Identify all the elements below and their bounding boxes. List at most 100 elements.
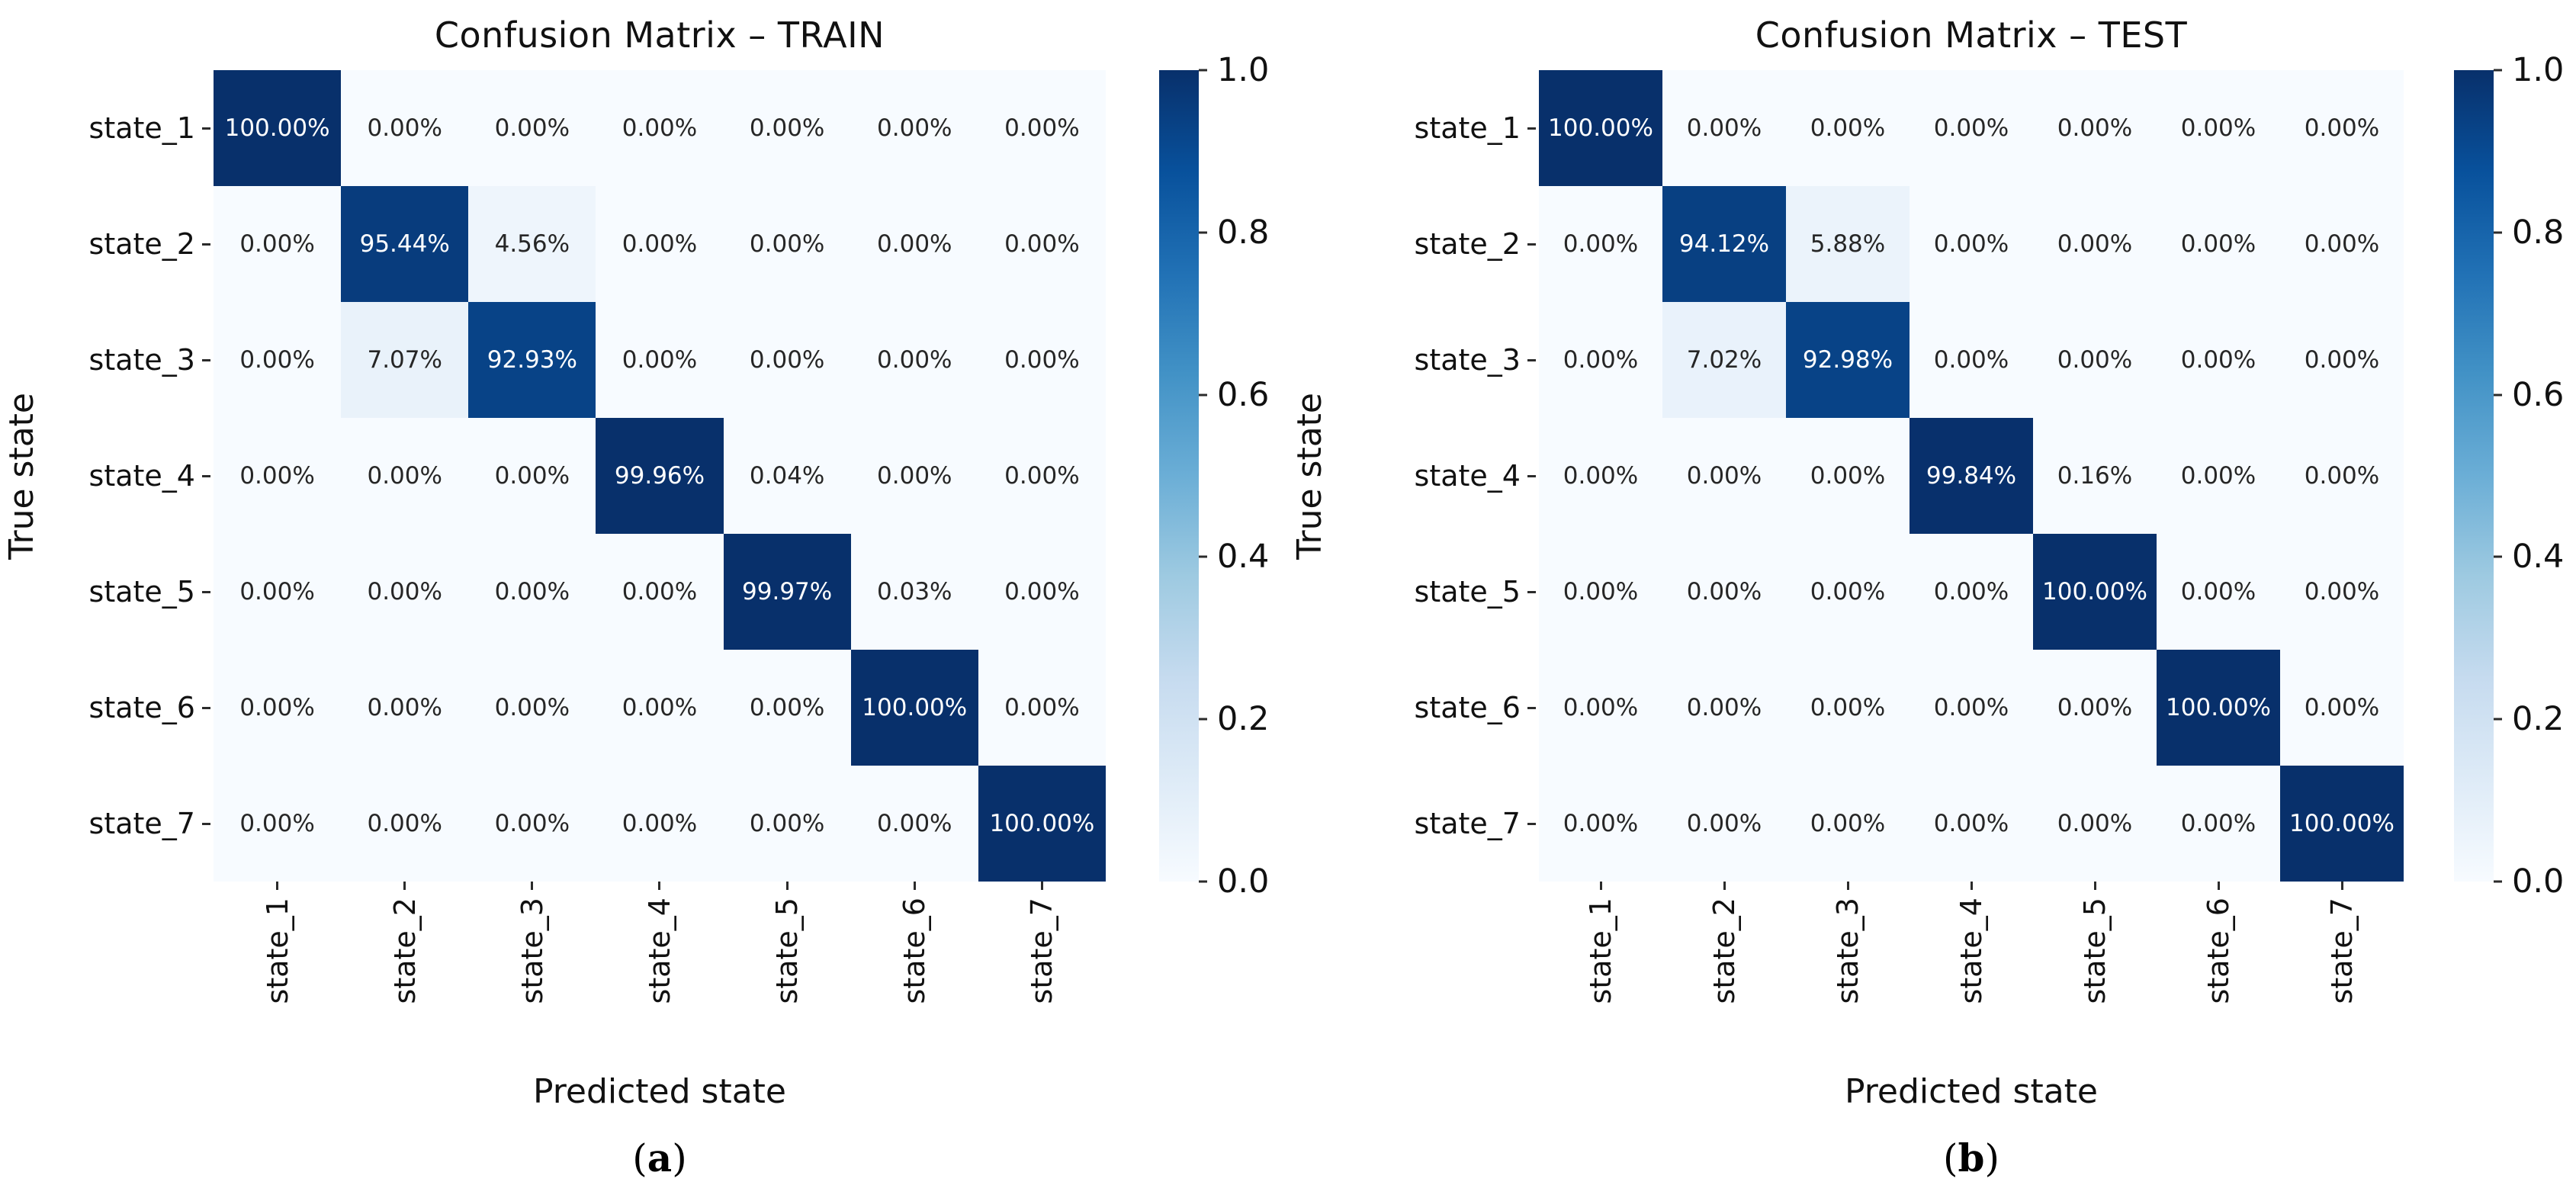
x-tick-mark [785, 882, 789, 890]
y-tick-mark [202, 706, 210, 709]
heatmap-cell-r4c2: 0.00% [1662, 418, 1786, 534]
heatmap-cell-r7c1: 0.00% [1539, 766, 1662, 882]
y-axis-label: True state [1290, 392, 1329, 560]
y-tick: state_1 [43, 70, 214, 186]
heatmap-cell-r4c6: 0.00% [850, 418, 978, 534]
heatmap-cell-r4c5: 0.04% [723, 418, 851, 534]
y-tick-label: state_1 [1414, 111, 1521, 145]
heatmap-cell-r2c5: 0.00% [2033, 186, 2157, 302]
heatmap-cell-r2c3: 4.56% [468, 186, 596, 302]
x-tick: state_1 [1539, 882, 1662, 1065]
x-tick-label: state_6 [2202, 898, 2235, 1004]
heatmap-cell-r1c6: 0.00% [850, 70, 978, 186]
heatmap-cell-r1c1: 100.00% [1539, 70, 1662, 186]
colorbar-tick-label: 0.4 [1217, 538, 1270, 577]
colorbar-tick-label: 0.0 [1217, 862, 1270, 901]
x-tick-label: state_7 [2325, 898, 2359, 1004]
y-tick: state_5 [1331, 534, 1539, 650]
heatmap-cell-r1c7: 0.00% [2280, 70, 2404, 186]
x-tick-mark [531, 882, 534, 890]
heatmap-cell-r2c1: 0.00% [214, 186, 342, 302]
heatmap-cell-r5c2: 0.00% [1662, 534, 1786, 650]
x-tick-label: state_3 [1831, 898, 1865, 1004]
colorbar-tick-label: 0.0 [2512, 862, 2565, 901]
x-tick: state_1 [214, 882, 341, 1065]
y-tick-label: state_3 [88, 343, 195, 377]
y-tick: state_7 [1331, 766, 1539, 882]
y-tick-label: state_5 [1414, 575, 1521, 609]
heatmap-cell-r2c2: 95.44% [341, 186, 469, 302]
y-tick: state_4 [43, 418, 214, 534]
y-tick-mark [1527, 358, 1536, 361]
colorbar-tick-label: 0.6 [2512, 375, 2565, 414]
colorbar-tick-mark [1199, 69, 1207, 72]
colorbar: 1.0 0.8 0.6 0.4 0.2 0.0 [1159, 51, 1269, 901]
panel-train-title-row: Confusion Matrix – TRAIN [214, 0, 1106, 70]
panel-test: Confusion Matrix – TEST True state state… [1288, 0, 2576, 1198]
heatmap-cell-r1c5: 0.00% [2033, 70, 2157, 186]
x-tick: state_6 [2157, 882, 2280, 1065]
colorbar-tick-mark [2494, 69, 2502, 72]
heatmap-cell-r3c2: 7.07% [341, 302, 469, 418]
heatmap-cell-r3c6: 0.00% [850, 302, 978, 418]
heatmap-cell-r7c6: 0.00% [2157, 766, 2280, 882]
colorbar-tick-mark [2494, 393, 2502, 397]
heatmap-cell-r3c5: 0.00% [723, 302, 851, 418]
heatmap-cell-r2c3: 5.88% [1786, 186, 1910, 302]
x-tick: state_6 [851, 882, 978, 1065]
heatmap-cell-r7c5: 0.00% [2033, 766, 2157, 882]
heatmap-cell-r5c4: 0.00% [596, 534, 724, 650]
x-tick: state_3 [1786, 882, 1910, 1065]
heatmap-cell-r4c5: 0.16% [2033, 418, 2157, 534]
colorbar-tick-mark [2494, 555, 2502, 558]
heatmap-cell-r6c2: 0.00% [341, 650, 469, 766]
colorbar-tick-label: 0.2 [2512, 700, 2565, 739]
heatmap-cell-r6c1: 0.00% [1539, 650, 1662, 766]
x-tick-mark [913, 882, 916, 890]
colorbar-tick-label: 0.8 [2512, 213, 2565, 252]
colorbar-tick-label: 1.0 [1217, 51, 1270, 89]
colorbar-tick-mark [2494, 718, 2502, 721]
x-tick: state_2 [1662, 882, 1786, 1065]
y-tick-label: state_7 [88, 807, 195, 840]
heatmap-cell-r7c3: 0.00% [468, 766, 596, 882]
y-tick-mark [1527, 706, 1536, 709]
heatmap-cell-r4c1: 0.00% [214, 418, 342, 534]
x-tick-label: state_7 [1025, 898, 1059, 1004]
y-tick-label: state_5 [88, 575, 195, 609]
x-tick-mark [658, 882, 661, 890]
heatmap-cell-r2c6: 0.00% [850, 186, 978, 302]
heatmap-cell-r5c7: 0.00% [2280, 534, 2404, 650]
y-tick-mark [202, 358, 210, 361]
heatmap-cell-r3c6: 0.00% [2157, 302, 2280, 418]
heatmap-cell-r6c5: 0.00% [723, 650, 851, 766]
heatmap-cell-r6c3: 0.00% [1786, 650, 1910, 766]
colorbar-tick-mark [1199, 880, 1207, 883]
heatmap-cell-r1c4: 0.00% [1910, 70, 2033, 186]
heatmap-cell-r2c1: 0.00% [1539, 186, 1662, 302]
colorbar-gradient [1159, 70, 1199, 882]
heatmap-cell-r1c6: 0.00% [2157, 70, 2280, 186]
panel-test-title: Confusion Matrix – TEST [1755, 14, 2188, 56]
x-tick-mark [2217, 882, 2220, 890]
heatmap-cell-r7c2: 0.00% [341, 766, 469, 882]
y-tick-mark [202, 822, 210, 825]
y-axis-label-column: True state [0, 70, 43, 882]
heatmap-cell-r6c6: 100.00% [850, 650, 978, 766]
heatmap-cell-r4c7: 0.00% [978, 418, 1106, 534]
heatmap-cell-r5c3: 0.00% [468, 534, 596, 650]
heatmap-cell-r2c4: 0.00% [596, 186, 724, 302]
panel-test-title-row: Confusion Matrix – TEST [1539, 0, 2404, 70]
heatmap-cell-r2c4: 0.00% [1910, 186, 2033, 302]
heatmap-cell-r7c4: 0.00% [1910, 766, 2033, 882]
heatmap-cell-r3c2: 7.02% [1662, 302, 1786, 418]
y-tick-label: state_4 [88, 459, 195, 493]
x-tick-mark [2093, 882, 2096, 890]
heatmap-cell-r3c5: 0.00% [2033, 302, 2157, 418]
y-tick-label: state_2 [1414, 227, 1521, 261]
y-tick-label: state_6 [88, 691, 195, 724]
x-tick-mark [1599, 882, 1602, 890]
x-axis-label-row: Predicted state [1539, 1065, 2404, 1118]
heatmap-cell-r5c1: 0.00% [1539, 534, 1662, 650]
x-tick: state_7 [2280, 882, 2404, 1065]
